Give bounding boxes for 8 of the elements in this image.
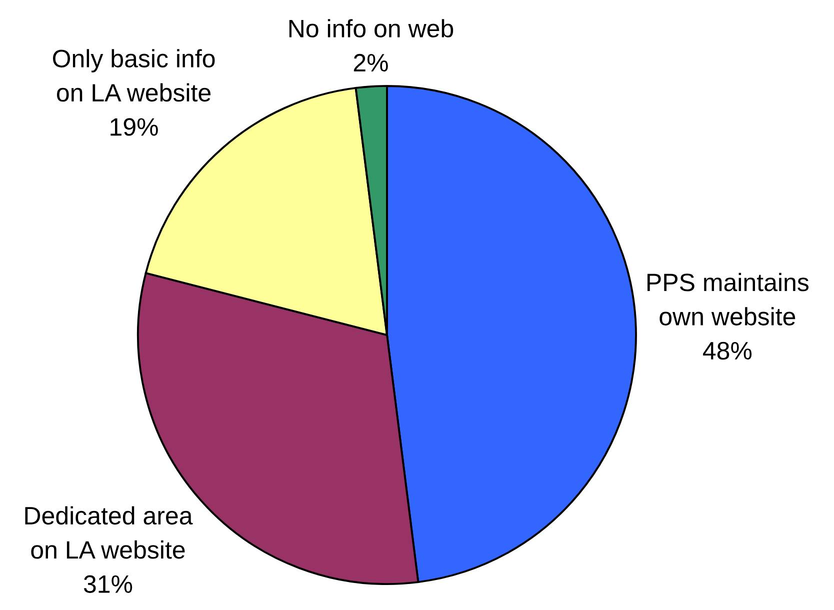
slice-label: Dedicated area on LA website	[25, 506, 193, 559]
data-label: 2%	[354, 54, 388, 72]
data-label: 31%	[84, 575, 132, 593]
slice-label: PPS maintains own website	[648, 272, 809, 326]
data-label: 19%	[110, 118, 158, 136]
data-label: 48%	[702, 342, 752, 360]
slice-label: Only basic info on LA website	[52, 49, 215, 102]
slice-label: No info on web	[289, 19, 454, 38]
